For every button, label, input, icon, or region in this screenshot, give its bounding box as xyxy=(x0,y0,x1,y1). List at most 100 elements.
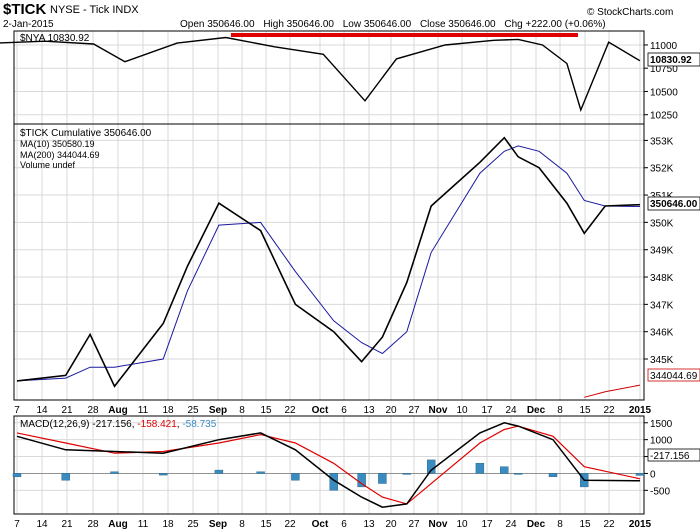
y-tick-label: -500 xyxy=(650,486,670,497)
x-tick-label: 18 xyxy=(162,405,174,416)
x-tick-label: Aug xyxy=(108,405,127,416)
nya-legend: $NYA 10830.92 xyxy=(20,33,90,44)
x-tick-label: 2015 xyxy=(629,405,652,416)
x-tick-label: 7 xyxy=(14,519,20,530)
ma10-line xyxy=(16,145,641,382)
nya-last-value-box xyxy=(647,52,700,67)
macd-histogram-bar xyxy=(110,471,119,474)
x-tick-label: Sep xyxy=(209,519,227,530)
y-tick-label: 1500 xyxy=(650,419,673,430)
y-tick-label: 10500 xyxy=(650,87,678,98)
x-tick-label: 22 xyxy=(284,405,296,416)
macd-histogram-bar xyxy=(214,469,224,474)
x-tick-label: 20 xyxy=(385,519,397,530)
x-tick-label: 28 xyxy=(87,519,99,530)
x-tick-label: 24 xyxy=(505,519,517,530)
x-tick-label: 13 xyxy=(363,519,375,530)
x-tick-label: 17 xyxy=(481,519,493,530)
nya-price-line xyxy=(0,36,641,113)
x-tick-label: 10 xyxy=(456,405,468,416)
x-tick-label: 22 xyxy=(284,519,296,530)
x-tick-label: Oct xyxy=(312,405,329,416)
x-tick-label: 17 xyxy=(481,405,493,416)
x-tick-label: 6 xyxy=(341,405,347,416)
macd-histogram-bar xyxy=(548,473,558,477)
x-tick-label: Nov xyxy=(429,405,448,416)
x-tick-label: 21 xyxy=(61,405,73,416)
ma200-last-value: 344044.69 xyxy=(650,371,698,382)
watermark: © StockCharts.com xyxy=(587,7,673,18)
macd-panel-frame xyxy=(13,415,645,515)
x-tick-label: 24 xyxy=(505,405,517,416)
symbol-title: $TICK xyxy=(3,1,47,18)
y-tick-label: 350K xyxy=(650,218,674,229)
macd-histogram-bar xyxy=(378,473,387,484)
x-tick-label: 8 xyxy=(557,519,563,530)
nya-panel: $NYA 10830.92 11000 10750 10500 10250 10830… xyxy=(0,30,700,125)
ma200-legend: MA(200) 344044.69 xyxy=(20,150,100,160)
tick-last-value: 350646.00 xyxy=(650,199,698,210)
macd-legend: MACD(12,26,9) -217.156, -158.421, -58.73… xyxy=(20,419,217,430)
y-tick-label: 0 xyxy=(650,469,656,480)
ma200-line xyxy=(584,384,641,398)
x-tick-label: 6 xyxy=(341,519,347,530)
x-tick-label: 25 xyxy=(187,405,199,416)
x-tick-label: 15 xyxy=(579,405,591,416)
x-tick-label: 13 xyxy=(363,405,375,416)
exchange-name: NYSE - Tick INDX xyxy=(50,4,139,16)
y-tick-label: 11000 xyxy=(650,41,678,52)
chart-date: 2-Jan-2015 xyxy=(3,19,54,30)
x-tick-label: Dec xyxy=(527,519,546,530)
y-tick-label: 347K xyxy=(650,300,674,311)
macd-histogram-bar xyxy=(291,473,300,481)
tick-last-value-box xyxy=(647,196,700,211)
macd-histogram-bar xyxy=(158,473,168,476)
macd-last-value-box xyxy=(647,448,700,462)
y-tick-label: 349K xyxy=(650,246,674,257)
tick-panel: $TICK Cumulative 350646.00 MA(10) 350580… xyxy=(13,123,700,416)
y-tick-label: 10250 xyxy=(650,111,678,122)
x-tick-label: 7 xyxy=(14,405,20,416)
x-tick-label: 18 xyxy=(162,519,174,530)
x-tick-label: 15 xyxy=(579,519,591,530)
x-tick-label: 8 xyxy=(557,405,563,416)
y-tick-label: 351K xyxy=(650,191,674,202)
nya-last-value: 10830.92 xyxy=(650,55,692,66)
x-tick-label: 28 xyxy=(87,405,99,416)
ma10-legend: MA(10) 350580.19 xyxy=(20,139,95,149)
macd-histogram-bar xyxy=(514,473,523,475)
x-tick-label: 8 xyxy=(239,405,245,416)
ohlc-readout: Open 350646.00 High 350646.00 Low 350646… xyxy=(180,19,606,30)
x-tick-label: Aug xyxy=(108,519,127,530)
x-tick-label: 22 xyxy=(603,519,615,530)
x-tick-label: 15 xyxy=(260,519,272,530)
macd-histogram-bar xyxy=(475,463,485,474)
tick-cumulative-line xyxy=(16,136,641,388)
y-tick-label: 352K xyxy=(650,164,674,175)
x-tick-label: 15 xyxy=(260,405,272,416)
y-tick-label: 346K xyxy=(650,328,674,339)
y-tick-label: 10750 xyxy=(650,64,678,75)
x-tick-label: 27 xyxy=(408,519,420,530)
macd-histogram-bar xyxy=(635,473,645,476)
macd-histogram-bar xyxy=(500,466,509,474)
macd-histogram-bar xyxy=(12,473,22,477)
x-tick-label: Nov xyxy=(429,519,448,530)
x-tick-label: 14 xyxy=(36,519,48,530)
x-tick-label: 25 xyxy=(187,519,199,530)
ma200-last-value-box xyxy=(647,368,700,382)
tick-panel-frame xyxy=(13,123,645,401)
x-tick-label: 11 xyxy=(138,519,149,530)
y-tick-label: 1000 xyxy=(650,436,673,447)
x-tick-label: Dec xyxy=(527,405,546,416)
x-tick-label: 14 xyxy=(36,405,48,416)
macd-histogram-bar xyxy=(61,473,70,481)
macd-panel: MACD(12,26,9) -217.156, -158.421, -58.73… xyxy=(12,415,700,530)
y-tick-label: 353K xyxy=(650,136,674,147)
x-tick-label: Oct xyxy=(312,519,329,530)
x-tick-label: 27 xyxy=(408,405,420,416)
volume-legend: Volume undef xyxy=(20,160,76,170)
x-tick-label: 11 xyxy=(138,405,149,416)
x-tick-label: 21 xyxy=(61,519,73,530)
